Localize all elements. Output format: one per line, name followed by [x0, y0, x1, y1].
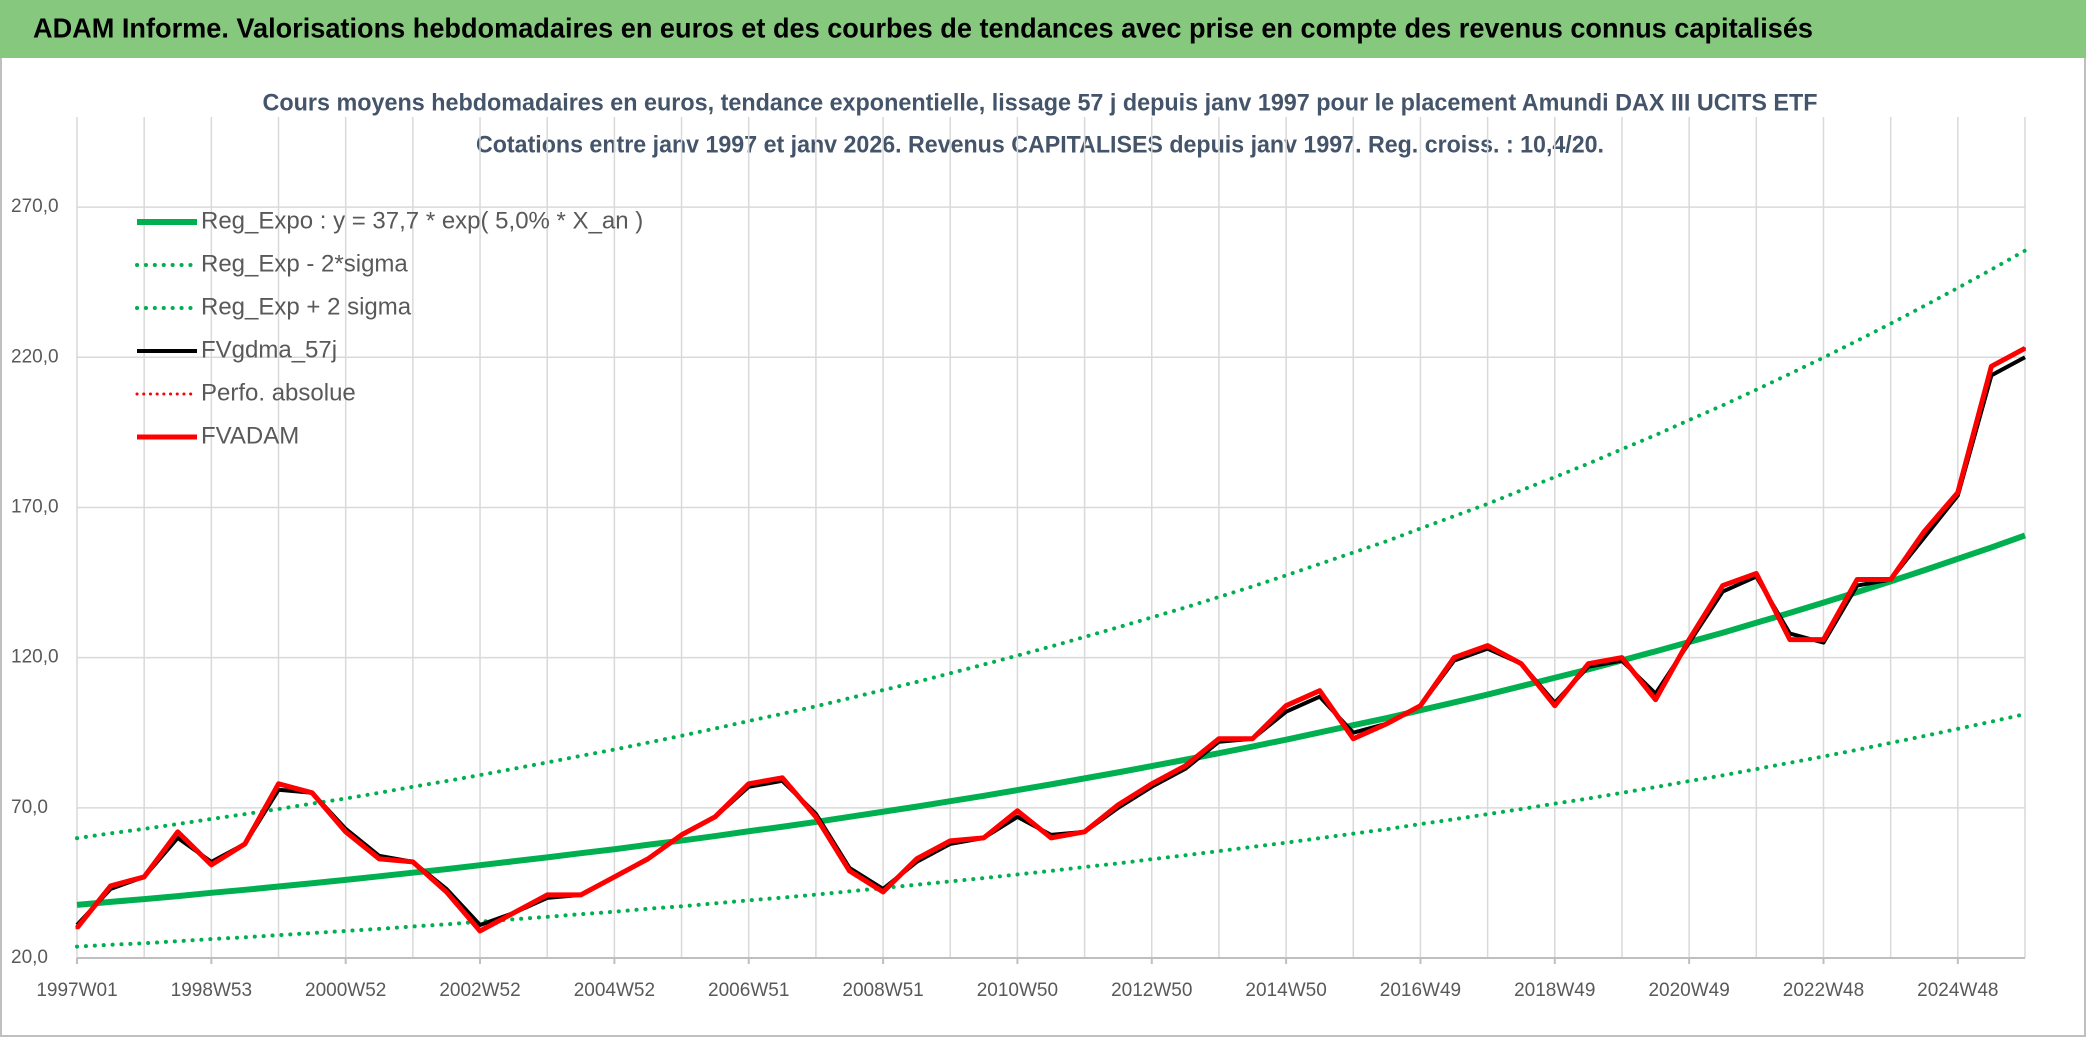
x-tick-label: 2008W51 [842, 980, 923, 1001]
series-line [76, 532, 2027, 908]
y-tick-label: 20,0 [11, 947, 48, 968]
legend-label: Reg_Exp - 2*sigma [201, 250, 408, 277]
x-tick-label: 2002W52 [439, 980, 520, 1001]
x-tick-label: 1998W53 [171, 980, 252, 1001]
y-tick-label: 120,0 [11, 647, 59, 668]
legend: Reg_Expo : y = 37,7 * exp( 5,0% * X_an )… [135, 207, 643, 449]
grid: 20,0 70,0 120,0 170,0 220,0 270,0 1997W01 1998W… [11, 117, 2026, 1001]
x-tick-label: 2006W51 [708, 980, 789, 1001]
x-tick-label: 2012W50 [1111, 980, 1192, 1001]
legend-label: Reg_Expo : y = 37,7 * exp( 5,0% * X_an ) [201, 207, 643, 234]
legend-label: FVgdma_57j [201, 336, 337, 363]
x-tick-label: 2004W52 [574, 980, 655, 1001]
x-tick-label: 2024W48 [1917, 980, 1998, 1001]
chart-subtitle: Cotations entre janv 1997 et janv 2026. … [476, 131, 1604, 158]
legend-label: Perfo. absolue [201, 379, 356, 406]
header: ADAM Informe. Valorisations hebdomadaire… [33, 12, 1813, 43]
series-line [75, 248, 2027, 841]
header-bar [0, 0, 2086, 58]
y-tick-label: 270,0 [11, 196, 59, 217]
x-tick-label: 1997W01 [36, 980, 117, 1001]
x-tick-label: 2020W49 [1648, 980, 1729, 1001]
y-tick-label: 70,0 [11, 797, 48, 818]
y-tick-label: 170,0 [11, 496, 59, 517]
legend-label: Reg_Exp + 2 sigma [201, 293, 412, 320]
x-tick-label: 2022W48 [1783, 980, 1864, 1001]
x-tick-label: 2010W50 [977, 980, 1058, 1001]
y-tick-label: 220,0 [11, 346, 59, 367]
plot [75, 248, 2027, 949]
x-tick-label: 2016W49 [1380, 980, 1461, 1001]
x-tick-label: 2014W50 [1245, 980, 1326, 1001]
x-tick-label: 2000W52 [305, 980, 386, 1001]
legend-label: FVADAM [201, 422, 299, 449]
x-tick-label: 2018W49 [1514, 980, 1595, 1001]
series-line [75, 346, 2027, 934]
chart-title: Cours moyens hebdomadaires en euros, ten… [263, 89, 1818, 116]
series-line [75, 712, 2027, 949]
